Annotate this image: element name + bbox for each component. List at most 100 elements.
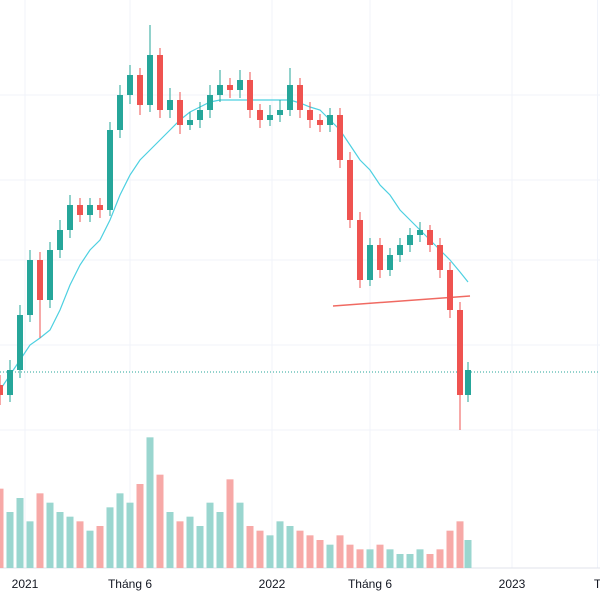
volume-bar — [266, 535, 274, 568]
candle-body — [197, 110, 203, 120]
candle-body — [367, 245, 373, 280]
candle-body — [465, 370, 471, 395]
volume-bar — [216, 512, 224, 568]
volume-bar — [56, 512, 64, 568]
candle-body — [57, 230, 63, 250]
volume-bar — [456, 521, 464, 568]
x-tick-label: Tháng 6 — [348, 577, 392, 591]
candle-body — [347, 160, 353, 220]
candle-body — [307, 110, 313, 120]
candle-body — [437, 245, 443, 270]
volume-bar — [6, 512, 14, 568]
volume-bar — [426, 554, 434, 568]
candle-body — [67, 205, 73, 230]
volume-bar — [346, 544, 354, 568]
candle-body — [377, 245, 383, 270]
candle-body — [297, 85, 303, 110]
candle-body — [237, 80, 243, 90]
candle-body — [387, 255, 393, 270]
candle-body — [247, 80, 253, 110]
volume-bar — [464, 540, 472, 568]
candle-body — [147, 55, 153, 105]
candle-body — [407, 235, 413, 245]
candle-body — [97, 205, 103, 210]
volume-bar — [356, 549, 364, 568]
volume-bar — [256, 530, 264, 568]
x-tick-label: 2022 — [259, 577, 286, 591]
candle-body — [127, 75, 133, 95]
candle-body — [47, 250, 53, 300]
volume-bar — [446, 530, 454, 568]
candle-body — [317, 120, 323, 125]
volume-bar — [416, 549, 424, 568]
candle-body — [17, 315, 23, 370]
candle-body — [117, 95, 123, 130]
candle-body — [267, 115, 273, 120]
candle-body — [137, 75, 143, 105]
candle-body — [287, 85, 293, 110]
volume-bar — [16, 498, 24, 568]
volume-bar — [116, 493, 124, 568]
candle-body — [327, 115, 333, 125]
volume-bar — [186, 516, 194, 568]
volume-bar — [36, 493, 44, 568]
volume-bar — [76, 521, 84, 568]
volume-bar — [366, 549, 374, 568]
volume-bar — [226, 479, 234, 568]
candle-body — [107, 130, 113, 210]
candle-body — [227, 85, 233, 90]
candle-body — [77, 205, 83, 215]
x-tick-label: T — [594, 577, 600, 591]
volume-bar — [0, 488, 4, 568]
volume-bar — [316, 540, 324, 568]
volume-bar — [336, 535, 344, 568]
volume-bar — [286, 526, 294, 568]
volume-bar — [106, 507, 114, 568]
x-tick-label: 2023 — [499, 577, 526, 591]
volume-bar — [196, 526, 204, 568]
volume-bar — [276, 521, 284, 568]
volume-bar — [236, 502, 244, 568]
volume-bar — [166, 512, 174, 568]
candle-body — [277, 110, 283, 115]
volume-bar — [396, 554, 404, 568]
candle-body — [157, 55, 163, 110]
volume-bar — [156, 474, 164, 568]
volume-bar — [436, 549, 444, 568]
x-tick-label: 2021 — [12, 577, 39, 591]
candle-body — [357, 220, 363, 280]
volume-bar — [206, 502, 214, 568]
volume-bar — [386, 549, 394, 568]
volume-bar — [296, 530, 304, 568]
volume-bar — [326, 544, 334, 568]
candle-body — [187, 120, 193, 125]
candle-body — [257, 110, 263, 120]
candle-body — [87, 205, 93, 215]
volume-bar — [26, 521, 34, 568]
candle-body — [37, 260, 43, 300]
candle-body — [397, 245, 403, 255]
volume-bar — [376, 544, 384, 568]
volume-bar — [406, 554, 414, 568]
candle-body — [217, 85, 223, 95]
candle-body — [207, 95, 213, 110]
candle-body — [457, 310, 463, 395]
candle-body — [427, 230, 433, 245]
candle-body — [337, 115, 343, 160]
candle-body — [0, 385, 3, 395]
candle-body — [417, 230, 423, 235]
volume-bar — [46, 502, 54, 568]
volume-bar — [136, 484, 144, 568]
volume-bar — [126, 502, 134, 568]
volume-bar — [86, 530, 94, 568]
volume-bar — [96, 526, 104, 568]
moving-average — [0, 99, 469, 391]
candle-body — [27, 260, 33, 315]
candle-body — [167, 100, 173, 110]
volume-bar — [306, 535, 314, 568]
volume-bar — [66, 516, 74, 568]
volume-bar — [146, 437, 154, 568]
candle-body — [7, 370, 13, 395]
x-tick-label: Tháng 6 — [108, 577, 152, 591]
